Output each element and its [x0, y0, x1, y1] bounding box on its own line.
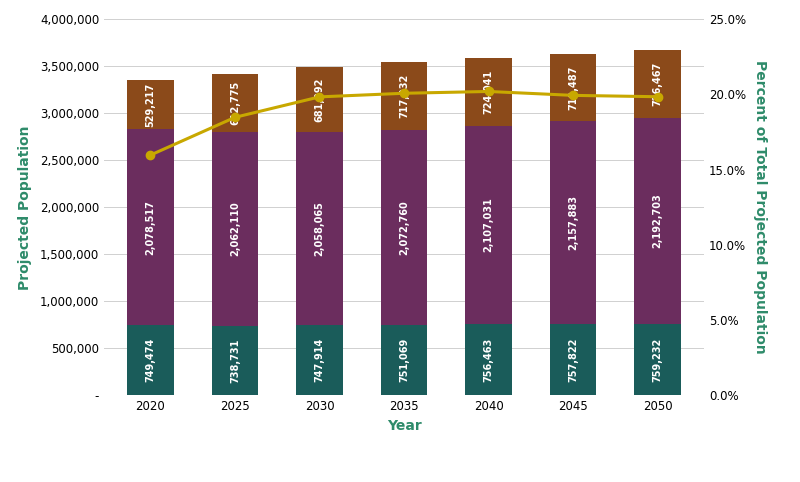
- Text: 717,032: 717,032: [399, 74, 409, 118]
- Text: 2,072,760: 2,072,760: [399, 200, 409, 254]
- Bar: [550, 54, 596, 121]
- Text: 2,192,703: 2,192,703: [653, 193, 662, 248]
- Bar: [381, 325, 427, 395]
- Ages 65 and older percent of total population: [653, 94, 662, 100]
- Bar: [127, 325, 174, 395]
- Bar: [634, 324, 681, 395]
- Text: 2,062,110: 2,062,110: [230, 201, 240, 256]
- X-axis label: Year: Year: [386, 419, 422, 433]
- Bar: [212, 132, 258, 326]
- Ages 65 and older percent of total population: [399, 91, 409, 96]
- Text: 2,058,065: 2,058,065: [314, 201, 325, 255]
- Text: 759,232: 759,232: [653, 337, 662, 382]
- Bar: [212, 74, 258, 132]
- Bar: [381, 130, 427, 325]
- Bar: [550, 324, 596, 395]
- Bar: [634, 50, 681, 118]
- Text: 726,467: 726,467: [653, 62, 662, 106]
- Y-axis label: Percent of Total Projected Population: Percent of Total Projected Population: [753, 60, 767, 354]
- Bar: [550, 121, 596, 324]
- Text: 2,078,517: 2,078,517: [146, 200, 155, 254]
- Bar: [296, 67, 342, 132]
- Bar: [127, 80, 174, 130]
- Bar: [381, 63, 427, 130]
- Ages 65 and older percent of total population: [146, 152, 155, 158]
- Text: 756,463: 756,463: [483, 337, 494, 382]
- Text: 747,914: 747,914: [314, 338, 325, 382]
- Text: 749,474: 749,474: [146, 338, 155, 382]
- Ages 65 and older percent of total population: [230, 114, 240, 120]
- Text: 757,822: 757,822: [568, 337, 578, 382]
- Bar: [296, 325, 342, 395]
- Text: 738,731: 738,731: [230, 338, 240, 383]
- Text: 751,069: 751,069: [399, 338, 409, 382]
- Text: 2,157,883: 2,157,883: [568, 195, 578, 250]
- Bar: [466, 126, 512, 324]
- Line: Ages 65 and older percent of total population: Ages 65 and older percent of total popul…: [146, 87, 662, 159]
- Text: 724,041: 724,041: [483, 70, 494, 114]
- Text: 719,487: 719,487: [568, 65, 578, 109]
- Bar: [634, 118, 681, 324]
- Text: 681,292: 681,292: [314, 77, 325, 121]
- Bar: [296, 132, 342, 325]
- Bar: [466, 58, 512, 126]
- Bar: [466, 324, 512, 395]
- Text: 612,775: 612,775: [230, 81, 240, 125]
- Y-axis label: Projected Population: Projected Population: [18, 125, 31, 290]
- Text: 529,217: 529,217: [146, 82, 155, 127]
- Ages 65 and older percent of total population: [484, 89, 494, 94]
- Text: 2,107,031: 2,107,031: [483, 198, 494, 253]
- Bar: [212, 326, 258, 395]
- Ages 65 and older percent of total population: [314, 94, 324, 100]
- Bar: [127, 130, 174, 325]
- Ages 65 and older percent of total population: [568, 93, 578, 98]
